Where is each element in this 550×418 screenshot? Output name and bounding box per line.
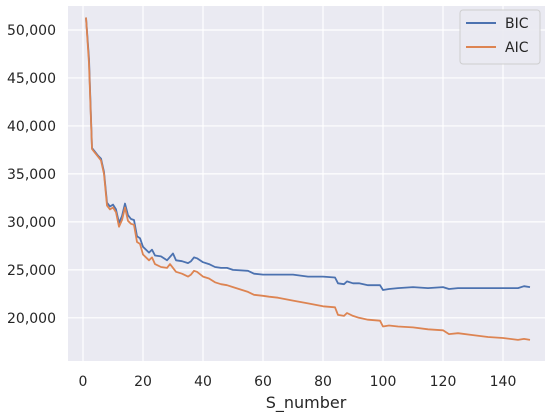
y-tick-label: 30,000 (7, 215, 56, 231)
x-tick-label: 20 (134, 374, 152, 390)
y-tick-label: 45,000 (7, 71, 56, 87)
x-tick-label: 60 (254, 374, 272, 390)
x-tick-label: 120 (430, 374, 457, 390)
x-axis-label: S_number (266, 393, 347, 413)
y-tick-label: 20,000 (7, 311, 56, 327)
legend: BIC AIC (459, 9, 541, 65)
legend-label-aic: AIC (505, 40, 529, 56)
y-tick-label: 50,000 (7, 23, 56, 39)
y-tick-label: 25,000 (7, 263, 56, 279)
series-line-bic (85, 17, 531, 291)
plot-background (68, 6, 545, 361)
x-tick-label: 80 (314, 374, 332, 390)
tick-labels: 0 20 40 60 80 100 120 140 20,000 25,000 30,000 35,0… (7, 23, 516, 390)
grid-lines (68, 6, 545, 361)
series-lines (85, 17, 531, 341)
x-tick-label: 0 (79, 374, 88, 390)
y-tick-label: 35,000 (7, 167, 56, 183)
y-tick-label: 40,000 (7, 119, 56, 135)
series-line-aic (85, 17, 531, 341)
legend-label-bic: BIC (505, 16, 529, 32)
x-tick-label: 40 (194, 374, 212, 390)
x-tick-label: 100 (370, 374, 397, 390)
x-tick-label: 140 (490, 374, 517, 390)
